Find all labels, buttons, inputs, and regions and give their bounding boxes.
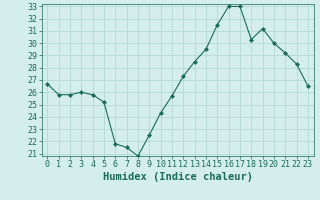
X-axis label: Humidex (Indice chaleur): Humidex (Indice chaleur)	[103, 172, 252, 182]
